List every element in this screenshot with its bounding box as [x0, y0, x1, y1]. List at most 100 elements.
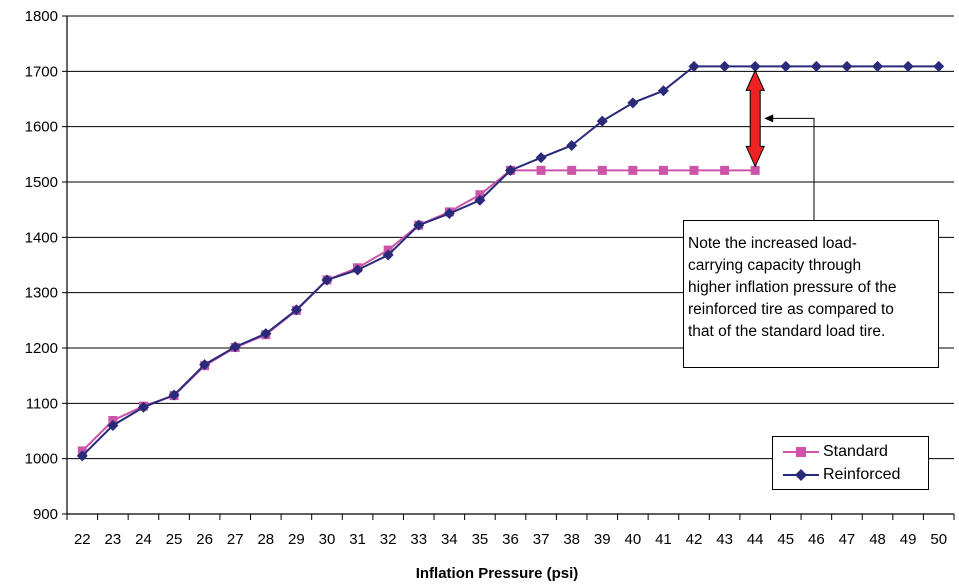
- x-tick-label: 28: [257, 531, 274, 548]
- tick-labels: 900 1000 1100 1200 1300 1400 1500 1600 1700 1800 2…: [25, 8, 947, 548]
- data-point-standard: [628, 165, 638, 175]
- annotation-leader-line: [769, 117, 815, 220]
- data-point-reinforced: [688, 60, 700, 72]
- y-tick-label: 1300: [25, 285, 58, 302]
- data-point-reinforced: [933, 60, 945, 72]
- y-tick-label: 1400: [25, 229, 58, 246]
- x-tick-label: 24: [135, 531, 152, 548]
- gridlines: [67, 15, 954, 515]
- x-tick-label: 25: [166, 531, 183, 548]
- data-point-reinforced: [168, 389, 180, 401]
- data-point-reinforced: [566, 139, 578, 151]
- x-tick-label: 35: [472, 531, 489, 548]
- x-tick-label: 39: [594, 531, 611, 548]
- x-tick-label: 44: [747, 531, 764, 548]
- annotation-leader-arrowhead: [764, 114, 774, 123]
- x-tick-label: 23: [105, 531, 122, 548]
- data-point-reinforced: [76, 450, 88, 462]
- data-point-reinforced: [382, 249, 394, 261]
- x-tick-label: 22: [74, 531, 91, 548]
- annotation-box: Note the increased load- carrying capaci…: [683, 220, 939, 368]
- legend-swatch-standard: [783, 441, 819, 463]
- data-point-reinforced: [474, 194, 486, 206]
- data-point-standard: [750, 165, 760, 175]
- annotation-line: carrying capacity through: [688, 257, 862, 274]
- data-point-reinforced: [749, 60, 761, 72]
- data-point-reinforced: [413, 219, 425, 231]
- data-point-reinforced: [137, 401, 149, 413]
- x-tick-label: 38: [563, 531, 580, 548]
- data-point-standard: [720, 165, 730, 175]
- x-tick-label: 26: [196, 531, 213, 548]
- data-point-reinforced: [321, 274, 333, 286]
- x-tick-label: 29: [288, 531, 305, 548]
- x-tick-label: 49: [900, 531, 917, 548]
- difference-arrow: [745, 69, 765, 168]
- data-point-reinforced: [902, 60, 914, 72]
- x-tick-label: 34: [441, 531, 458, 548]
- series-line-standard: [81, 169, 756, 452]
- x-tick-label: 27: [227, 531, 244, 548]
- axes: [62, 15, 955, 520]
- x-tick-label: 30: [319, 531, 336, 548]
- x-tick-label: 46: [808, 531, 825, 548]
- y-tick-label: 1600: [25, 119, 58, 136]
- x-tick-label: 32: [380, 531, 397, 548]
- y-tick-label: 1500: [25, 174, 58, 191]
- y-tick-label: 1000: [25, 451, 58, 468]
- series: [76, 60, 945, 462]
- y-tick-label: 1100: [26, 395, 58, 412]
- data-point-standard: [597, 165, 607, 175]
- capacity-difference-arrow: [745, 69, 815, 220]
- annotation-line: Note the increased load-: [688, 235, 857, 252]
- y-tick-label: 1200: [25, 340, 58, 357]
- x-tick-label: 42: [686, 531, 703, 548]
- legend-swatch-reinforced: [783, 464, 819, 486]
- y-tick-label: 900: [33, 506, 58, 523]
- data-point-reinforced: [780, 60, 792, 72]
- x-tick-label: 50: [930, 531, 947, 548]
- data-point-reinforced: [596, 115, 608, 127]
- data-point-reinforced: [352, 264, 364, 276]
- data-point-reinforced: [627, 97, 639, 109]
- data-point-reinforced: [719, 60, 731, 72]
- x-tick-label: 41: [655, 531, 672, 548]
- data-point-reinforced: [290, 304, 302, 316]
- x-tick-label: 43: [716, 531, 733, 548]
- annotation-line: higher inflation pressure of the: [688, 279, 897, 296]
- legend-item-standard: Standard: [773, 441, 888, 463]
- data-point-reinforced: [199, 359, 211, 371]
- data-point-reinforced: [107, 419, 119, 431]
- data-point-reinforced: [505, 164, 516, 176]
- annotation-line: that of the standard load tire.: [688, 323, 886, 340]
- legend-label-reinforced: Reinforced: [823, 466, 901, 483]
- legend-item-reinforced: Reinforced: [773, 464, 900, 486]
- legend: Standard Reinforced: [772, 436, 929, 490]
- y-tick-label: 1700: [25, 63, 58, 80]
- x-tick-label: 48: [869, 531, 886, 548]
- data-point-standard: [536, 165, 546, 175]
- x-tick-label: 33: [410, 531, 427, 548]
- x-tick-label: 36: [502, 531, 519, 548]
- legend-label-standard: Standard: [823, 443, 888, 460]
- data-point-standard: [689, 165, 699, 175]
- data-point-reinforced: [872, 60, 884, 72]
- data-point-reinforced: [229, 341, 241, 353]
- x-tick-label: 47: [839, 531, 856, 548]
- data-point-standard: [475, 190, 485, 200]
- x-tick-label: 45: [777, 531, 794, 548]
- y-tick-label: 1800: [25, 8, 58, 25]
- x-axis-label: Inflation Pressure (psi): [416, 565, 579, 582]
- data-point-reinforced: [841, 60, 853, 72]
- x-tick-label: 40: [625, 531, 642, 548]
- x-tick-label: 31: [349, 531, 366, 548]
- data-point-reinforced: [535, 152, 547, 164]
- data-point-standard: [567, 165, 577, 175]
- x-tick-label: 37: [533, 531, 550, 548]
- data-point-reinforced: [260, 328, 272, 340]
- annotation-line: reinforced tire as compared to: [688, 301, 894, 318]
- data-point-reinforced: [810, 60, 822, 72]
- data-point-standard: [658, 165, 668, 175]
- data-point-reinforced: [443, 208, 455, 220]
